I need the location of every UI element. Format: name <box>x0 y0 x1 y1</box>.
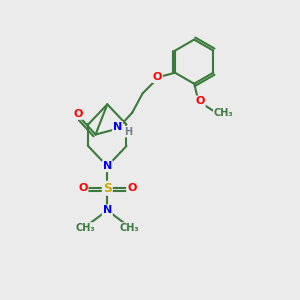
Text: N: N <box>103 161 112 171</box>
Text: CH₃: CH₃ <box>75 223 95 233</box>
Text: O: O <box>127 183 136 193</box>
Text: N: N <box>113 122 122 132</box>
Text: O: O <box>73 109 83 119</box>
Text: CH₃: CH₃ <box>214 108 233 118</box>
Text: O: O <box>78 183 88 193</box>
Text: O: O <box>153 72 162 82</box>
Text: O: O <box>195 96 205 106</box>
Text: S: S <box>103 182 112 195</box>
Text: N: N <box>103 206 112 215</box>
Text: H: H <box>124 127 132 136</box>
Text: CH₃: CH₃ <box>120 223 139 233</box>
